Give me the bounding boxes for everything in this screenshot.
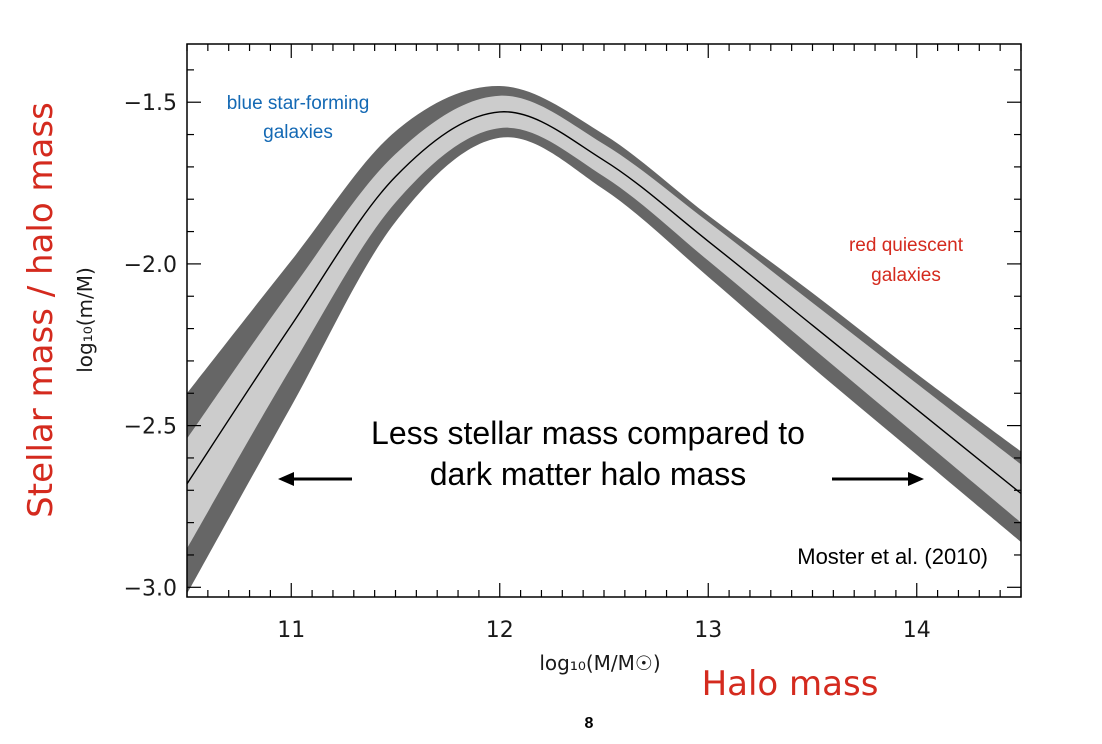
blue-galaxies-label-line1: blue star-forming: [227, 93, 370, 114]
y-axis-label: log₁₀(m/M): [73, 267, 97, 373]
y-tick-label: −2.0: [124, 253, 177, 278]
citation: Moster et al. (2010): [797, 544, 988, 569]
best-fit-line: [187, 111, 1021, 495]
y-tick-label: −2.5: [124, 415, 177, 440]
right-arrow-icon: [832, 472, 924, 486]
x-tick-label: 12: [486, 618, 514, 643]
red-galaxies-label-line2: galaxies: [871, 265, 941, 286]
x-tick-label: 13: [694, 618, 722, 643]
center-text-line1: Less stellar mass compared to: [371, 415, 805, 451]
page-number: 8: [585, 715, 594, 732]
outer-uncertainty-band: [187, 86, 1021, 594]
y-tick-label: −3.0: [124, 576, 177, 601]
bands-layer: [187, 86, 1021, 594]
x-title-overlay: Halo mass: [702, 664, 879, 704]
y-tick-label: −1.5: [124, 91, 177, 116]
blue-galaxies-label-line2: galaxies: [263, 122, 333, 143]
ticks-layer: 11 12 13 14 −1.5 −2.0 −2.5 −3.0: [124, 44, 1022, 643]
y-title-overlay: Stellar mass / halo mass: [21, 102, 61, 518]
x-tick-label: 14: [903, 618, 931, 643]
x-axis-label: log₁₀(M/M☉): [539, 651, 660, 675]
red-galaxies-label-line1: red quiescent: [849, 235, 964, 256]
x-tick-label: 11: [277, 618, 305, 643]
center-text-line2: dark matter halo mass: [430, 456, 747, 492]
left-arrow-icon: [278, 472, 352, 486]
